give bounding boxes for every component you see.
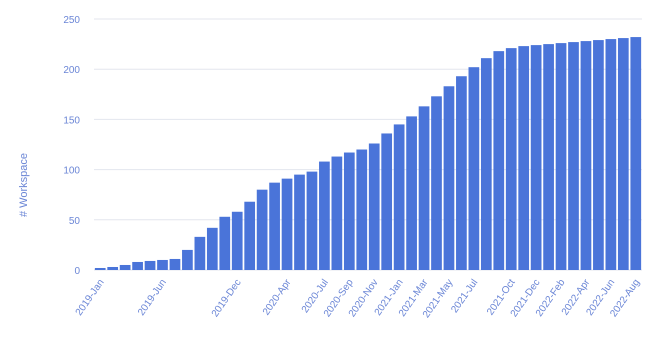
bar — [605, 39, 617, 270]
bar — [593, 40, 604, 270]
x-tick-label: 2019-Jan — [74, 277, 107, 317]
bar — [480, 58, 492, 270]
bar — [406, 116, 417, 270]
bar — [431, 96, 442, 270]
bar — [418, 106, 430, 270]
x-tick-label: 2019-Dec — [210, 277, 244, 319]
bar — [393, 124, 405, 270]
bar — [381, 133, 393, 270]
bar — [194, 236, 206, 270]
y-tick-label: 50 — [69, 216, 81, 227]
bar — [319, 161, 330, 270]
x-tick-label: 2019-Jun — [136, 277, 169, 317]
bar — [468, 67, 480, 270]
bar — [518, 46, 530, 270]
bar — [530, 45, 542, 270]
bar — [306, 171, 318, 270]
bar — [580, 41, 592, 271]
bars — [94, 37, 642, 271]
bar — [505, 48, 517, 271]
y-tick-label: 0 — [74, 266, 80, 277]
bar — [157, 259, 168, 270]
bar — [256, 189, 268, 270]
bar — [630, 37, 642, 270]
bar — [617, 38, 629, 270]
bar — [169, 258, 181, 270]
y-tick-labels: 0 50 100 150 200 250 — [63, 15, 80, 277]
bar — [119, 264, 131, 270]
bar — [244, 201, 256, 270]
bar — [443, 86, 455, 271]
bar — [219, 216, 231, 270]
bar — [356, 149, 368, 270]
bar — [294, 174, 305, 270]
y-tick-label: 250 — [63, 15, 80, 26]
bar — [331, 156, 343, 270]
bar — [206, 227, 218, 270]
y-tick-label: 200 — [63, 65, 80, 76]
bar — [281, 178, 293, 270]
bar — [94, 267, 106, 270]
bar — [456, 76, 467, 270]
bar — [368, 143, 380, 270]
bar — [132, 261, 143, 270]
y-tick-label: 100 — [63, 166, 80, 177]
bar — [555, 43, 567, 270]
bar — [269, 182, 280, 270]
x-tick-label: 2020-Apr — [261, 277, 294, 318]
bar — [182, 249, 193, 270]
bar — [343, 152, 355, 270]
bar — [568, 42, 579, 271]
bar — [107, 266, 119, 270]
y-tick-label: 150 — [63, 115, 80, 126]
y-axis-label: # Workspace — [18, 153, 30, 217]
bar — [231, 211, 243, 270]
bar — [144, 260, 156, 270]
x-tick-labels: 2019-Jan 2019-Jun 2019-Dec 2020-Apr 2020-Jul… — [74, 277, 642, 320]
bar — [543, 44, 554, 270]
bar — [493, 51, 505, 270]
